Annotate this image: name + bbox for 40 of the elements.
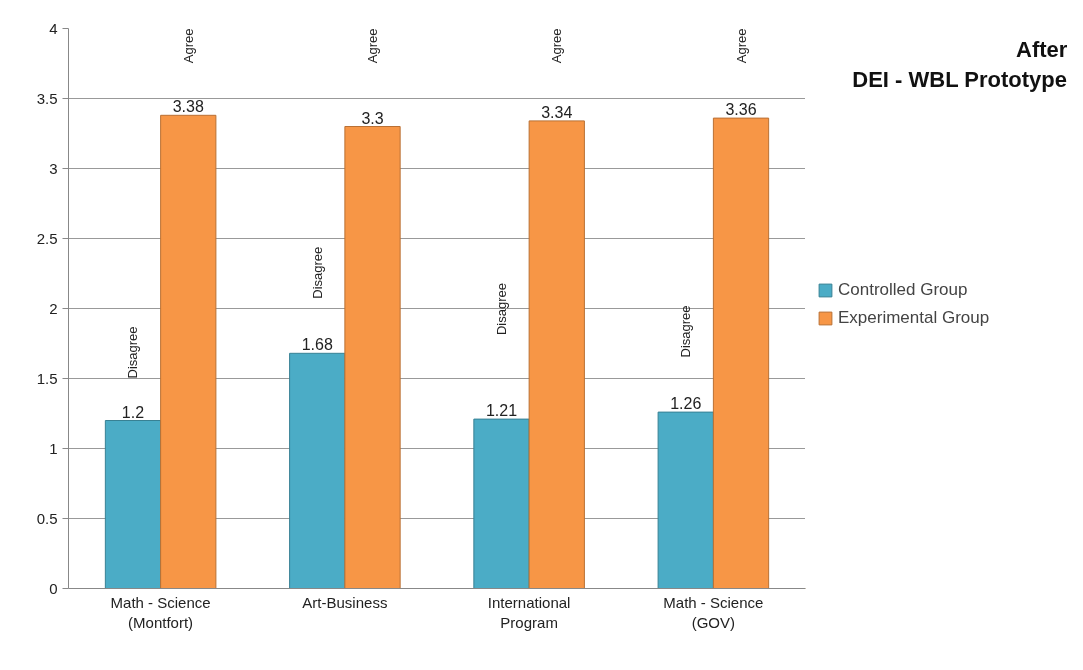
y-tick-label: 0.5 — [36, 509, 58, 527]
y-tick-label: 1.5 — [36, 369, 58, 387]
y-tick-label: 0 — [49, 579, 58, 597]
x-tick-label: Art-Business — [302, 593, 388, 611]
x-tick-label: Math - Science (GOV) — [663, 593, 764, 631]
bar — [104, 420, 162, 589]
annotation: Agree — [733, 28, 749, 64]
y-tick-label: 2.5 — [36, 229, 58, 247]
y-tick-label: 4 — [49, 19, 58, 37]
data-label: 1.2 — [121, 403, 145, 421]
data-label: 3.38 — [172, 98, 204, 116]
x-tick-label: Math - Science (Montfort) — [110, 593, 211, 631]
annotation: Agree — [365, 28, 381, 64]
x-tick-label: International Program — [487, 593, 571, 631]
y-tick-label: 3 — [49, 159, 58, 177]
y-tick-label: 1 — [49, 439, 58, 457]
legend-label: Controlled Group — [838, 280, 968, 300]
bar — [473, 418, 530, 589]
annotation: Agree — [180, 28, 196, 64]
annotation: Disagree — [493, 283, 509, 336]
text: After DEI - WBL Prototype — [852, 36, 1068, 92]
annotation: Disagree — [309, 246, 325, 299]
annotation: Agree — [549, 28, 565, 64]
y-tick-label: 3.5 — [36, 89, 58, 107]
y-tick-label: 2 — [49, 299, 58, 317]
data-label: 3.3 — [361, 109, 384, 127]
annotation: Disagree — [125, 326, 141, 379]
bar — [160, 114, 217, 589]
bar — [289, 352, 346, 589]
data-label: 1.26 — [670, 395, 702, 413]
data-label: 3.34 — [541, 103, 573, 121]
annotation: Disagree — [678, 305, 694, 358]
data-label: 1.21 — [485, 402, 518, 420]
data-label: 1.68 — [301, 336, 333, 354]
bar — [344, 126, 401, 589]
bar — [657, 411, 714, 589]
data-label: 3.36 — [725, 101, 757, 119]
bar — [712, 117, 770, 589]
bar — [528, 120, 585, 589]
legend-label: Experimental Group — [838, 308, 990, 328]
